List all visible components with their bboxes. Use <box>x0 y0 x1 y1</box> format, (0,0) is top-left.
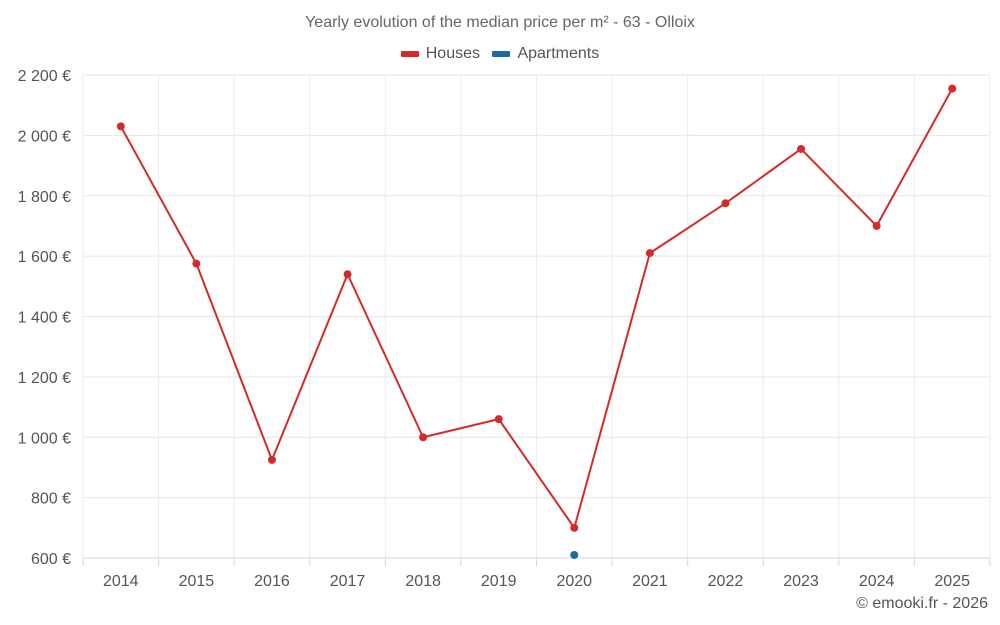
y-tick-label: 1 800 € <box>18 189 71 206</box>
legend-swatch-houses <box>400 51 419 57</box>
data-point-houses <box>343 270 352 279</box>
data-point-houses <box>645 249 654 258</box>
x-tick-label: 2024 <box>859 573 895 590</box>
legend-item-houses[interactable]: Houses <box>400 45 480 63</box>
y-tick-label: 1 200 € <box>18 370 71 387</box>
data-point-houses <box>192 259 201 268</box>
data-point-houses <box>570 523 579 532</box>
data-point-houses <box>267 455 276 464</box>
y-tick-label: 2 200 € <box>18 68 71 85</box>
series-line-houses <box>119 88 954 529</box>
x-tick-label: 2014 <box>103 573 139 590</box>
x-tick-label: 2019 <box>481 573 517 590</box>
x-tick-label: 2018 <box>405 573 441 590</box>
legend-label-houses: Houses <box>425 45 480 62</box>
chart-title: Yearly evolution of the median price per… <box>305 14 695 31</box>
y-tick-label: 1 400 € <box>18 310 71 327</box>
x-tick-label: 2023 <box>783 573 819 590</box>
x-tick-label: 2025 <box>934 573 970 590</box>
data-point-houses <box>797 144 806 153</box>
x-tick-label: 2022 <box>708 573 744 590</box>
data-point-houses <box>948 84 957 93</box>
legend-label-apartments: Apartments <box>517 45 600 62</box>
data-point-houses <box>419 433 428 442</box>
data-point-houses <box>494 415 503 424</box>
legend: Houses Apartments <box>0 44 1000 63</box>
x-tick-label: 2020 <box>556 573 592 590</box>
x-tick-label: 2016 <box>254 573 290 590</box>
data-point-houses <box>116 122 125 131</box>
x-tick-label: 2015 <box>179 573 215 590</box>
x-tick-label: 2021 <box>632 573 668 590</box>
data-point-houses <box>872 221 881 230</box>
legend-item-apartments[interactable]: Apartments <box>492 45 599 63</box>
data-point-apartments <box>570 550 579 559</box>
data-point-houses <box>721 199 730 208</box>
legend-swatch-apartments <box>492 51 511 57</box>
x-tick-label: 2017 <box>330 573 366 590</box>
y-tick-label: 1 000 € <box>18 430 71 447</box>
y-tick-label: 800 € <box>31 491 71 508</box>
y-tick-label: 600 € <box>31 551 71 568</box>
credit-text: © emooki.fr - 2026 <box>856 595 988 612</box>
y-tick-label: 1 600 € <box>18 249 71 266</box>
y-tick-label: 2 000 € <box>18 128 71 145</box>
